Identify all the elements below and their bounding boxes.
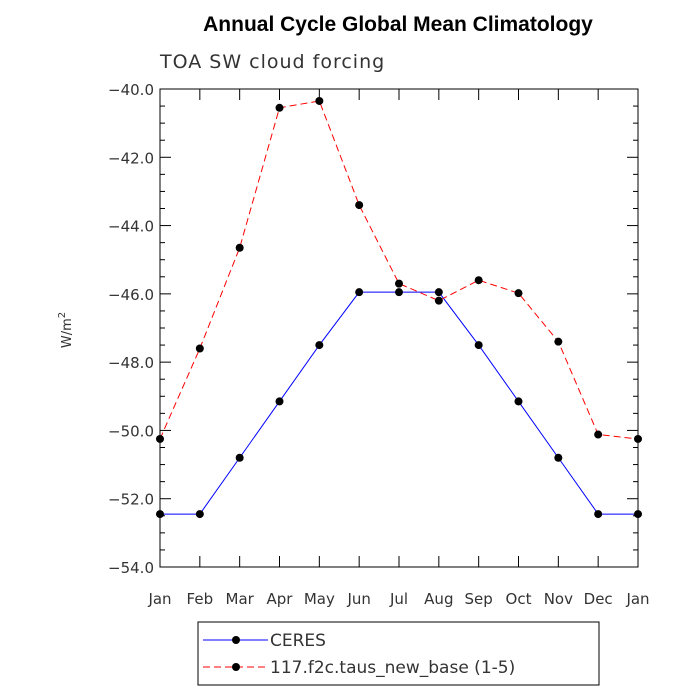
x-tick-label: Mar [226, 590, 255, 608]
data-point [355, 201, 364, 210]
y-tick-label: −50.0 [108, 422, 154, 440]
y-axis-label-text: W/m [60, 318, 75, 348]
data-point [195, 344, 204, 353]
legend-label: CERES [270, 631, 326, 651]
data-point [275, 397, 284, 406]
legend: CERES 117.f2c.taus_new_base (1-5) [197, 621, 600, 686]
y-axis-label: W/m2 [57, 312, 75, 348]
axis-ticks [159, 88, 639, 568]
y-tick-label: −48.0 [108, 354, 154, 372]
x-tick-label: Aug [424, 590, 453, 608]
x-tick-label: Oct [506, 590, 532, 608]
data-point [554, 337, 563, 346]
data-point [355, 288, 364, 297]
data-point [235, 453, 244, 462]
legend-marker [232, 663, 240, 671]
x-tick-label: Jan [147, 590, 171, 608]
data-point [395, 279, 403, 288]
data-point [554, 453, 563, 462]
data-point [474, 276, 483, 285]
series-line [159, 100, 639, 440]
chart-title: Annual Cycle Global Mean Climatology [203, 13, 593, 36]
y-axis-label-superscript: 2 [57, 312, 68, 318]
data-point [315, 96, 324, 105]
x-tick-label: Apr [267, 590, 294, 608]
x-tick-label: Jun [346, 590, 370, 608]
x-tick-label: Sep [465, 590, 493, 608]
data-point [474, 341, 483, 350]
data-point [315, 341, 324, 350]
x-tick-label: Dec [584, 590, 613, 608]
y-tick-label: −40.0 [108, 81, 154, 99]
y-tick-label: −42.0 [108, 149, 154, 167]
chart-subtitle: TOA SW cloud forcing [159, 51, 385, 73]
plot-frame [159, 88, 639, 568]
data-point [434, 288, 443, 297]
data-point [434, 296, 443, 305]
y-tick-label: −54.0 [108, 559, 154, 577]
x-tick-label: Jul [389, 590, 408, 608]
data-series [156, 96, 642, 519]
axis-tick-labels: −40.0 −42.0 −44.0 −46.0 −48.0 −50.0 −52.0 −54.0… [108, 81, 650, 608]
x-tick-label: Feb [187, 590, 214, 608]
legend-box [197, 621, 600, 686]
y-tick-label: −46.0 [108, 286, 154, 304]
x-tick-label: Nov [544, 590, 573, 608]
data-point [514, 397, 523, 406]
data-point [594, 510, 603, 519]
series-line [160, 291, 638, 515]
data-point [235, 243, 244, 252]
y-tick-label: −44.0 [108, 218, 154, 236]
data-point [594, 430, 603, 439]
x-tick-label: May [304, 590, 335, 608]
data-point [275, 103, 284, 112]
data-point [195, 510, 204, 519]
legend-label: 117.f2c.taus_new_base (1-5) [270, 658, 515, 678]
y-tick-label: −52.0 [108, 491, 154, 509]
data-point [395, 288, 403, 297]
legend-marker [232, 636, 240, 644]
data-point [514, 289, 523, 298]
x-tick-label: Jan [625, 590, 649, 608]
